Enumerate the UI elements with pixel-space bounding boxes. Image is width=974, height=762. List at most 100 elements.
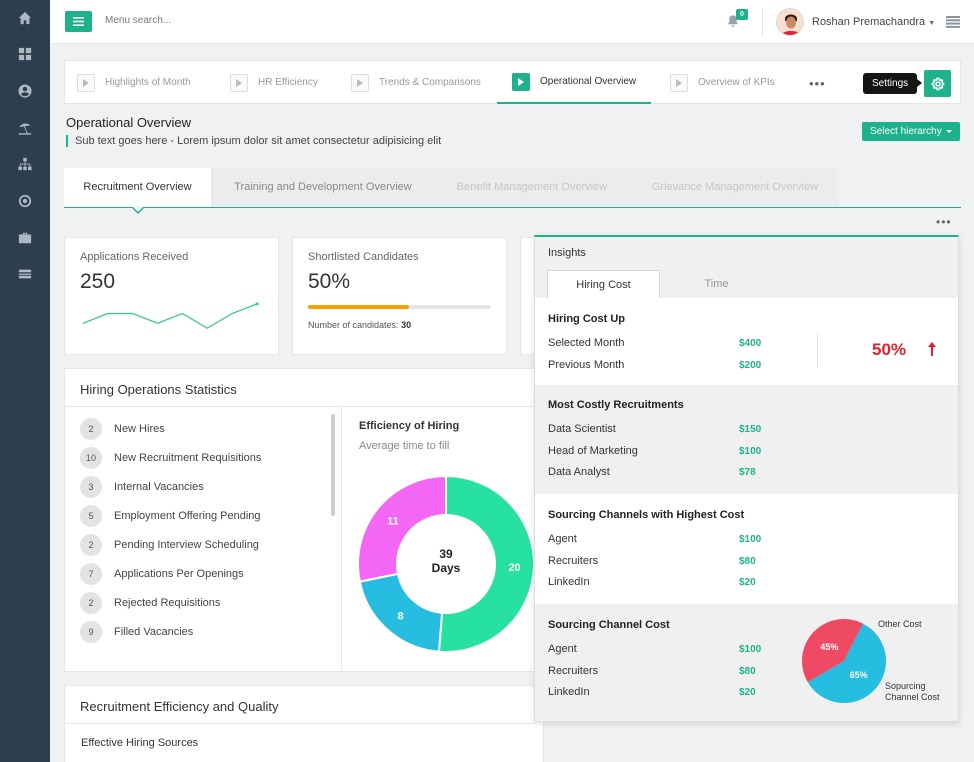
divider	[817, 334, 818, 368]
pie-slice	[807, 623, 886, 703]
list-item: 2 Pending Interview Scheduling	[80, 534, 259, 556]
tab-overview-of-kpis[interactable]: Overview of KPIs	[670, 61, 775, 104]
pie-legend-other: Other Cost	[878, 619, 922, 629]
list-item: 2 New Hires	[80, 418, 165, 440]
select-hierarchy-button[interactable]: Select hierarchy	[862, 122, 960, 141]
beach-icon[interactable]	[0, 110, 50, 146]
tab-grievance-management[interactable]: Grievance Management Overview	[631, 168, 839, 207]
briefcase-icon[interactable]	[0, 220, 50, 256]
item-label: New Hires	[114, 423, 165, 435]
list-item: 10 New Recruitment Requisitions	[80, 447, 261, 469]
tab-benefit-management[interactable]: Benefit Management Overview	[434, 168, 630, 207]
scrollbar[interactable]	[331, 414, 335, 516]
user-menu[interactable]: Roshan Premachandra ▼	[812, 16, 935, 28]
candidates-value: 30	[401, 320, 412, 330]
block-title: Sourcing Channels with Highest Cost	[548, 509, 745, 521]
tab-trends-comparisons[interactable]: Trends & Comparisons	[351, 61, 481, 104]
menu-search-input[interactable]: Menu search...	[105, 15, 172, 26]
item-label: Rejected Requisitions	[114, 597, 221, 609]
list-item: 9 Filled Vacancies	[80, 621, 193, 643]
more-tabs-button[interactable]: •••	[809, 76, 826, 91]
list-menu-icon[interactable]	[946, 16, 960, 28]
count-badge: 2	[80, 534, 102, 556]
tab-highlights-of-month[interactable]: Highlights of Month	[77, 61, 191, 104]
kpi-value: 250	[80, 270, 116, 293]
tab-hiring-cost[interactable]: Hiring Cost	[547, 270, 660, 298]
donut-slice-label: 20	[508, 562, 520, 574]
block-title: Hiring Cost Up	[548, 313, 625, 325]
gear-icon	[931, 77, 944, 90]
count-badge: 2	[80, 592, 102, 614]
sourcing-cost-pie-chart: 65% 45%	[802, 619, 886, 703]
row-value: $100	[739, 644, 762, 655]
count-badge: 7	[80, 563, 102, 585]
item-label: New Recruitment Requisitions	[114, 452, 262, 464]
tab-hr-efficiency[interactable]: HR Efficiency	[230, 61, 318, 104]
bell-icon[interactable]	[726, 14, 742, 30]
row-label: Recruiters	[548, 665, 599, 677]
org-chart-icon[interactable]	[0, 146, 50, 182]
tab-label: Overview of KPIs	[698, 77, 775, 88]
section-title: Hiring Operations Statistics	[80, 382, 237, 397]
avatar[interactable]	[776, 8, 804, 36]
efficiency-subtitle: Average time to fill	[359, 440, 450, 452]
kpi-value: 50%	[308, 270, 351, 293]
tab-recruitment-overview[interactable]: Recruitment Overview	[64, 168, 211, 207]
row-label: Recruiters	[548, 555, 599, 567]
user-icon[interactable]	[0, 73, 50, 109]
item-label: Filled Vacancies	[114, 626, 194, 638]
donut-slice-label: 8	[398, 610, 404, 622]
most-costly-block: Most Costly Recruitments Data Scientist …	[535, 385, 958, 494]
count-badge: 3	[80, 476, 102, 498]
list-item: 5 Employment Offering Pending	[80, 505, 261, 527]
dashboard-icon[interactable]	[0, 36, 50, 72]
chevron-down-icon: ▼	[928, 20, 936, 27]
panel-more-button[interactable]: •••	[936, 215, 952, 229]
home-icon[interactable]	[0, 0, 50, 36]
count-badge: 9	[80, 621, 102, 643]
list-item: 7 Applications Per Openings	[80, 563, 244, 585]
cost-change-percent: 50%	[872, 340, 907, 359]
row-label: Agent	[548, 643, 577, 655]
caret-down-icon	[946, 130, 952, 133]
tab-time[interactable]: Time	[704, 278, 729, 290]
tab-operational-overview[interactable]: Operational Overview	[497, 61, 651, 104]
settings-button[interactable]	[924, 70, 951, 97]
section-subtitle: Effective Hiring Sources	[81, 737, 199, 749]
item-label: Employment Offering Pending	[114, 510, 261, 522]
donut-center-value: 39	[439, 547, 453, 561]
target-icon[interactable]	[0, 183, 50, 219]
list-item: 2 Rejected Requisitions	[80, 592, 220, 614]
divider	[65, 723, 535, 724]
sparkline-line	[82, 303, 258, 329]
row-label: LinkedIn	[548, 576, 590, 588]
donut-slice	[437, 474, 535, 653]
row-value: $150	[739, 424, 762, 435]
hiring-efficiency-donut-chart: 20 8 11 39 Days	[357, 474, 535, 653]
chevron-right-icon	[670, 73, 688, 92]
tab-label: HR Efficiency	[258, 77, 318, 88]
kpi-label: Applications Received	[80, 251, 189, 263]
menu-toggle-button[interactable]	[65, 11, 92, 32]
donut-center-unit: Days	[432, 561, 461, 575]
donut-slice-label: 11	[387, 516, 399, 528]
card-icon[interactable]	[0, 256, 50, 292]
progress-bar	[308, 305, 491, 309]
sparkline-chart	[82, 302, 259, 329]
row-value: $20	[739, 577, 756, 588]
shortlisted-card: Shortlisted Candidates 50% Number of can…	[292, 237, 507, 355]
page-title: Operational Overview	[66, 115, 191, 130]
row-label: Data Analyst	[548, 466, 610, 478]
left-sidebar	[0, 0, 50, 762]
divider	[65, 406, 535, 407]
select-hierarchy-label: Select hierarchy	[870, 126, 942, 137]
count-badge: 5	[80, 505, 102, 527]
settings-tooltip: Settings	[863, 73, 923, 94]
row-label: Head of Marketing	[548, 445, 638, 457]
row-value: $100	[739, 446, 762, 457]
row-label: Selected Month	[548, 337, 625, 349]
chevron-right-icon	[351, 73, 369, 92]
tab-training-development[interactable]: Training and Development Overview	[212, 168, 433, 207]
active-tab-pointer	[131, 206, 145, 214]
count-badge: 10	[80, 447, 102, 469]
